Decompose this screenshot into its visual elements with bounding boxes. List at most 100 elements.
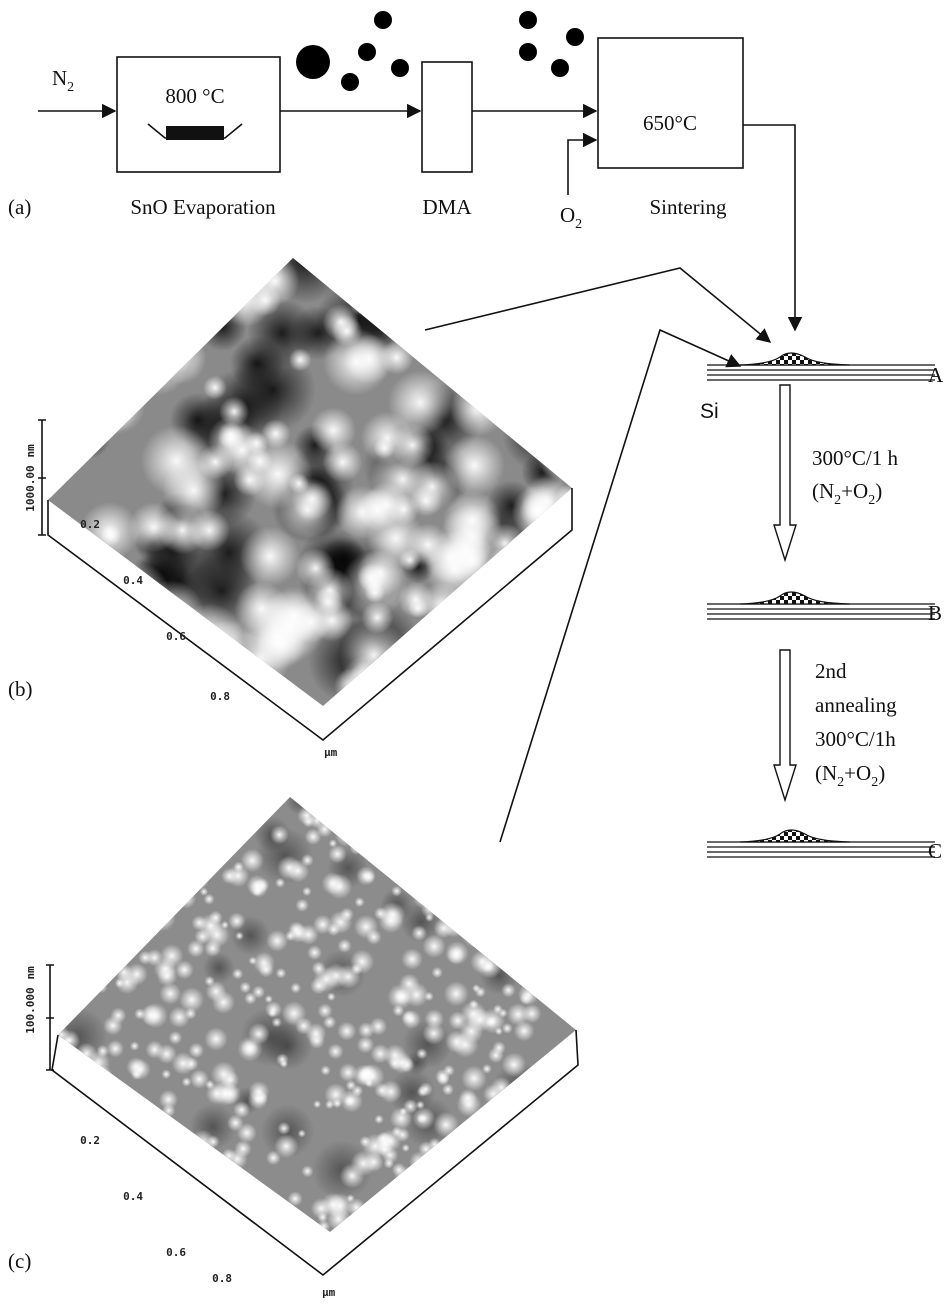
afm-grain xyxy=(335,823,358,846)
afm-grain xyxy=(542,1165,565,1188)
afm-grain xyxy=(281,1210,297,1226)
afm-grain xyxy=(96,888,115,907)
panel-b: 1000.00nm 0.20.40.60.8 µm (b) xyxy=(8,219,588,759)
afm-grain xyxy=(518,799,540,821)
afm-grain xyxy=(288,473,309,494)
x-tick-label: 0.2 xyxy=(80,518,100,531)
afm-grain xyxy=(276,968,287,979)
afm-grain xyxy=(476,351,532,407)
afm-grain xyxy=(443,1065,455,1077)
panel-label: (b) xyxy=(8,677,33,701)
afm-grain xyxy=(474,596,545,667)
afm-grain xyxy=(115,890,137,912)
afm-grain xyxy=(106,644,152,690)
dma-label: DMA xyxy=(422,195,472,219)
afm-dark xyxy=(511,233,587,309)
anneal-condition: 300°C/1 h xyxy=(812,446,898,470)
afm-grain xyxy=(250,256,300,306)
afm-grain xyxy=(149,615,214,680)
afm-grain xyxy=(469,916,490,937)
afm-grain xyxy=(265,1001,282,1018)
afm-grain xyxy=(521,1118,531,1128)
afm-grain xyxy=(467,866,491,890)
afm-grain xyxy=(59,880,78,899)
afm-grain xyxy=(549,981,566,998)
anneal-line: 300°C/1h xyxy=(815,727,896,751)
afm-grain xyxy=(18,595,83,660)
afm-grain xyxy=(545,832,567,854)
afm-grain xyxy=(311,1198,332,1219)
afm-grain xyxy=(133,263,186,316)
afm-grain xyxy=(320,1065,330,1075)
afm-grain xyxy=(130,1059,151,1080)
afm-dark xyxy=(29,509,73,553)
z-value: 1000.00 xyxy=(24,465,37,511)
afm-grain xyxy=(508,854,523,869)
afm-dark xyxy=(32,360,95,423)
afm-grain xyxy=(109,878,125,894)
afm-grain xyxy=(522,1004,541,1023)
afm-grain xyxy=(538,819,550,831)
afm-grain xyxy=(407,1179,419,1191)
afm-grain xyxy=(447,588,507,648)
afm-grain xyxy=(172,1052,195,1075)
afm-grain xyxy=(458,879,469,890)
afm-grain xyxy=(424,531,477,584)
afm-grain xyxy=(399,549,421,571)
afm-grain xyxy=(354,897,364,907)
afm-grain xyxy=(228,912,245,929)
afm-grain xyxy=(488,947,498,957)
x-tick-label: 0.4 xyxy=(123,574,143,587)
afm-grain xyxy=(546,836,558,848)
afm-grain xyxy=(402,1010,421,1029)
figure: N2 800 °C 650°C (a) SnO Evaporation DMA … xyxy=(0,0,946,1306)
afm-grain xyxy=(511,932,526,947)
afm-grain xyxy=(332,316,363,347)
afm-grain xyxy=(515,850,524,859)
afm-grain xyxy=(375,1133,395,1153)
afm-grain xyxy=(496,851,517,872)
deposit xyxy=(740,353,850,365)
afm-grain xyxy=(391,886,402,897)
afm-grain xyxy=(204,976,214,986)
afm-grain xyxy=(357,563,385,591)
afm-grain xyxy=(531,277,560,306)
afm-grain xyxy=(564,1088,580,1104)
afm-grain xyxy=(525,547,576,598)
x-ticks: 0.20.40.60.8 xyxy=(80,1134,232,1285)
afm-dark xyxy=(38,352,73,387)
afm-grain xyxy=(470,826,482,838)
afm-grain xyxy=(520,832,542,854)
afm-grain xyxy=(408,598,429,619)
afm-grain xyxy=(323,1016,336,1029)
afm-dark xyxy=(102,876,140,914)
afm-grain xyxy=(538,1108,556,1126)
afm-grain xyxy=(150,1166,159,1175)
afm-grain xyxy=(546,272,587,313)
afm-grain xyxy=(568,882,578,892)
oxygen: O2 xyxy=(560,203,582,232)
afm-grain xyxy=(310,977,327,994)
afm-grain xyxy=(403,650,464,711)
afm-grain xyxy=(545,405,569,429)
sintering-box xyxy=(598,38,743,168)
afm-grain xyxy=(422,1022,445,1045)
afm-grain xyxy=(328,1043,344,1059)
afm-grain xyxy=(313,1100,321,1108)
afm-dark xyxy=(58,894,109,945)
gas-symbol: O xyxy=(560,203,575,227)
afm-grain xyxy=(379,290,408,319)
afm-grain xyxy=(88,327,139,378)
afm-grain xyxy=(508,957,530,979)
afm-grain xyxy=(71,1102,97,1128)
afm-grain xyxy=(433,1159,447,1173)
anneal-line: annealing xyxy=(815,693,897,717)
afm-grain xyxy=(560,881,573,894)
afm-grain xyxy=(190,1130,215,1155)
afm-grain xyxy=(471,293,503,325)
afm-grain xyxy=(130,888,153,911)
afm-grain xyxy=(519,896,538,915)
afm-dark xyxy=(84,803,129,848)
afm-grain xyxy=(277,1122,290,1135)
afm-dark xyxy=(474,299,562,387)
